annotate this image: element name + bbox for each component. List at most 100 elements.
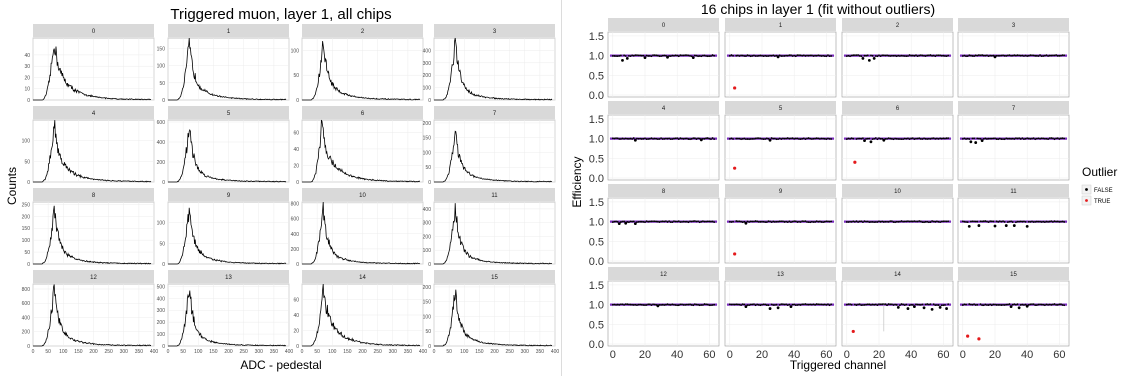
data-point: [615, 220, 617, 223]
data-point: [862, 304, 864, 306]
data-point: [876, 138, 879, 141]
data-point: [679, 54, 682, 57]
data-point: [930, 307, 934, 311]
data-point: [633, 138, 637, 142]
data-point: [776, 55, 780, 59]
y-tick-label: 0: [162, 344, 165, 350]
data-point: [1021, 220, 1024, 223]
histogram-panel-12: 12 0 200 400 600 800 0 50 100 150 200 250 300 350 400: [22, 270, 158, 355]
x-tick-label: 250: [373, 349, 382, 355]
x-tick-label: 40: [671, 349, 683, 361]
data-point: [616, 220, 619, 223]
data-point: [932, 54, 935, 57]
data-point: [613, 137, 616, 140]
data-point: [1029, 137, 1032, 140]
x-tick-label: 200: [224, 349, 233, 355]
data-point: [961, 220, 964, 223]
data-point: [1023, 55, 1025, 57]
data-point: [998, 54, 1001, 57]
data-point: [666, 55, 669, 59]
data-point: [674, 137, 677, 140]
data-point: [974, 54, 977, 57]
data-point: [881, 303, 884, 306]
data-point: [618, 138, 621, 140]
x-tick-label: 20: [989, 349, 1001, 361]
data-point: [745, 55, 747, 57]
data-point: [1006, 303, 1009, 306]
data-point: [863, 220, 866, 223]
data-point: [887, 303, 890, 305]
data-point: [984, 137, 987, 140]
data-point: [969, 140, 973, 144]
data-point: [770, 303, 773, 306]
y-tick-label: 200: [22, 330, 31, 336]
histogram-panel-7: 7 0 50 100 150 200: [423, 106, 556, 186]
histogram-line: [302, 119, 420, 183]
data-point: [780, 220, 783, 223]
data-point: [698, 55, 701, 57]
data-point: [981, 54, 984, 56]
y-tick-label: 0: [162, 262, 165, 268]
data-point: [1015, 221, 1017, 224]
x-tick-label: 300: [389, 349, 398, 355]
data-point: [1056, 220, 1059, 223]
y-tick-label: 60: [293, 130, 299, 136]
data-point: [897, 220, 900, 223]
data-point: [801, 220, 804, 223]
data-point: [647, 138, 650, 140]
data-point: [738, 137, 741, 140]
data-point: [1037, 55, 1040, 57]
y-tick-label: 0.0: [589, 173, 604, 185]
data-point: [677, 138, 680, 141]
data-point: [922, 306, 926, 310]
data-point: [940, 304, 943, 307]
data-point: [768, 138, 772, 142]
panel-strip: [434, 106, 555, 119]
histogram-panel-13: 13 0 100 200 300 400 500 0 50 100 150 200 250 300 350 4…: [157, 270, 293, 355]
right-y-axis-label: Efficiency: [570, 156, 584, 207]
data-point: [636, 221, 638, 223]
data-point: [872, 56, 876, 60]
data-point: [749, 220, 752, 223]
data-point: [892, 304, 895, 306]
data-point: [929, 54, 932, 56]
data-point: [695, 138, 698, 140]
data-point: [947, 220, 950, 223]
data-point: [801, 54, 804, 57]
data-point: [773, 304, 776, 306]
data-point: [754, 55, 757, 57]
data-point: [631, 303, 634, 306]
data-point: [757, 303, 760, 306]
data-point: [817, 220, 820, 223]
x-tick-label: 0: [960, 349, 966, 361]
panel-strip: [434, 270, 555, 283]
data-point: [874, 137, 877, 139]
data-point: [1042, 137, 1045, 140]
data-point: [665, 137, 667, 140]
data-point: [853, 54, 856, 56]
data-point: [822, 221, 825, 224]
data-point: [882, 54, 885, 57]
data-point: [849, 55, 851, 58]
data-point: [810, 303, 813, 306]
data-point: [728, 138, 731, 140]
data-point: [692, 220, 695, 223]
data-point: [961, 55, 964, 57]
data-point: [1034, 220, 1037, 223]
data-point: [702, 220, 704, 223]
data-point: [773, 137, 776, 140]
data-point: [661, 54, 664, 57]
efficiency-panel-13: 13 0 20 40 60: [724, 267, 837, 361]
data-point: [1061, 220, 1064, 223]
data-point: [1003, 54, 1006, 57]
data-point: [764, 221, 767, 224]
data-point: [963, 220, 966, 223]
data-point: [745, 138, 747, 141]
data-point: [770, 221, 773, 224]
data-point: [895, 220, 898, 223]
data-point: [773, 55, 776, 57]
data-point: [1003, 304, 1006, 306]
x-tick-label: 200: [490, 349, 499, 355]
data-point: [676, 54, 679, 57]
data-point: [629, 55, 632, 58]
